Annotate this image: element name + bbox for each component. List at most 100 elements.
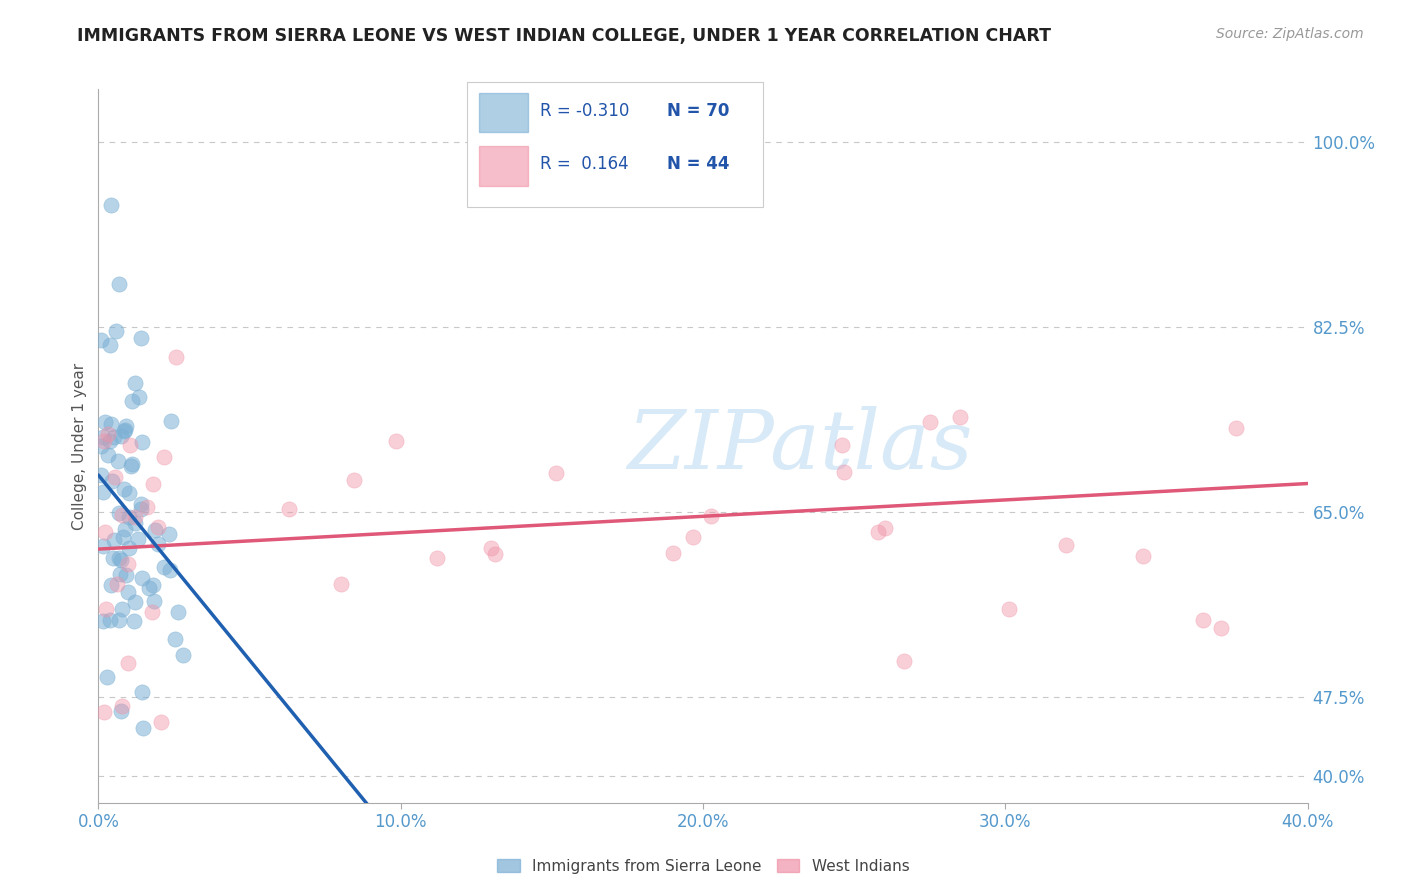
- Text: N = 70: N = 70: [666, 102, 730, 120]
- Point: [949, 409, 972, 424]
- Point: [141, 605, 163, 619]
- Point: [129, 502, 152, 516]
- Point: [997, 602, 1019, 616]
- Point: [873, 521, 896, 535]
- Point: [110, 704, 132, 718]
- Point: [143, 523, 166, 537]
- Point: [96, 670, 118, 684]
- Point: [330, 577, 353, 591]
- Point: [135, 500, 157, 514]
- Point: [100, 434, 122, 448]
- Point: [100, 417, 122, 431]
- Point: [153, 559, 176, 574]
- Point: [150, 715, 173, 730]
- Point: [115, 419, 138, 434]
- Point: [142, 578, 165, 592]
- Point: [278, 501, 301, 516]
- Point: [124, 509, 146, 524]
- Point: [107, 551, 129, 566]
- Point: [699, 508, 721, 523]
- Point: [1191, 613, 1213, 627]
- Point: [132, 721, 155, 735]
- FancyBboxPatch shape: [467, 82, 763, 207]
- Point: [91, 539, 114, 553]
- Point: [93, 705, 115, 719]
- Point: [143, 594, 166, 608]
- Point: [112, 483, 135, 497]
- Point: [129, 497, 152, 511]
- Point: [90, 333, 112, 347]
- Point: [120, 459, 142, 474]
- Point: [91, 614, 114, 628]
- Point: [103, 430, 125, 444]
- Point: [108, 613, 131, 627]
- Text: R =  0.164: R = 0.164: [540, 155, 628, 173]
- Point: [114, 423, 136, 437]
- Point: [124, 614, 146, 628]
- Point: [832, 465, 855, 479]
- Point: [546, 466, 568, 480]
- Point: [117, 558, 139, 572]
- Point: [101, 475, 124, 489]
- Point: [103, 533, 125, 548]
- Point: [160, 414, 183, 428]
- Legend: Immigrants from Sierra Leone, West Indians: Immigrants from Sierra Leone, West India…: [491, 853, 915, 880]
- Point: [121, 393, 143, 408]
- Point: [131, 435, 153, 450]
- Point: [662, 546, 685, 560]
- Point: [484, 547, 506, 561]
- Bar: [479, 146, 527, 186]
- Point: [385, 434, 408, 449]
- Point: [104, 470, 127, 484]
- Point: [128, 391, 150, 405]
- Point: [142, 477, 165, 491]
- Point: [107, 577, 129, 591]
- Point: [91, 485, 114, 500]
- Point: [1225, 420, 1247, 434]
- Point: [127, 532, 149, 546]
- Point: [94, 601, 117, 615]
- Point: [100, 578, 122, 592]
- Point: [93, 434, 115, 449]
- Text: Source: ZipAtlas.com: Source: ZipAtlas.com: [1216, 27, 1364, 41]
- Point: [111, 508, 134, 522]
- Point: [117, 585, 139, 599]
- Point: [118, 438, 141, 452]
- Point: [426, 550, 449, 565]
- Point: [118, 541, 141, 555]
- Point: [98, 613, 121, 627]
- Point: [101, 551, 124, 566]
- Point: [110, 429, 132, 443]
- Point: [159, 563, 181, 577]
- Point: [121, 458, 143, 472]
- Point: [1209, 621, 1232, 635]
- Point: [131, 571, 153, 585]
- Point: [90, 439, 112, 453]
- Point: [124, 595, 146, 609]
- Point: [91, 430, 114, 444]
- Point: [131, 685, 153, 699]
- Point: [117, 486, 139, 500]
- Point: [110, 553, 132, 567]
- Point: [93, 524, 115, 539]
- Point: [166, 605, 188, 619]
- Bar: [479, 93, 527, 132]
- Point: [148, 520, 170, 534]
- Point: [343, 473, 366, 487]
- Point: [117, 656, 139, 670]
- Y-axis label: College, Under 1 year: College, Under 1 year: [72, 362, 87, 530]
- Point: [1054, 538, 1077, 552]
- Point: [165, 350, 187, 364]
- Text: IMMIGRANTS FROM SIERRA LEONE VS WEST INDIAN COLLEGE, UNDER 1 YEAR CORRELATION CH: IMMIGRANTS FROM SIERRA LEONE VS WEST IND…: [77, 27, 1052, 45]
- Point: [111, 698, 134, 713]
- Point: [479, 541, 502, 555]
- Text: ZIPatlas: ZIPatlas: [627, 406, 973, 486]
- Point: [94, 415, 117, 429]
- Point: [97, 427, 120, 442]
- Point: [138, 581, 160, 595]
- Point: [108, 277, 131, 291]
- Text: N = 44: N = 44: [666, 155, 730, 173]
- Point: [163, 632, 186, 646]
- Point: [108, 567, 131, 582]
- Point: [104, 324, 127, 338]
